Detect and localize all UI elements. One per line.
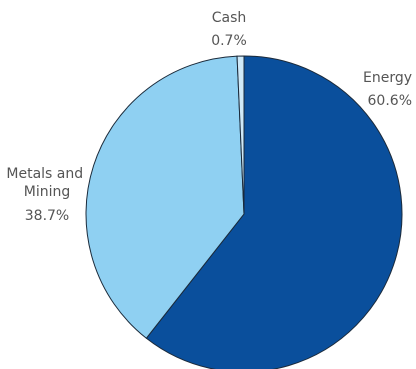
value-metals-and-mining: 38.7%	[25, 208, 69, 224]
pie-slice-energy	[145, 55, 403, 369]
label-cash: Cash	[212, 10, 247, 26]
pie-slices	[85, 55, 403, 369]
pie-slice-metals-and-mining	[85, 55, 245, 339]
value-energy: 60.6%	[368, 93, 412, 109]
value-cash: 0.7%	[211, 33, 247, 49]
label-metals-and-mining: Metals and Mining	[6, 166, 87, 200]
label-energy: Energy	[363, 70, 412, 86]
pie-slice-cash	[236, 55, 245, 215]
